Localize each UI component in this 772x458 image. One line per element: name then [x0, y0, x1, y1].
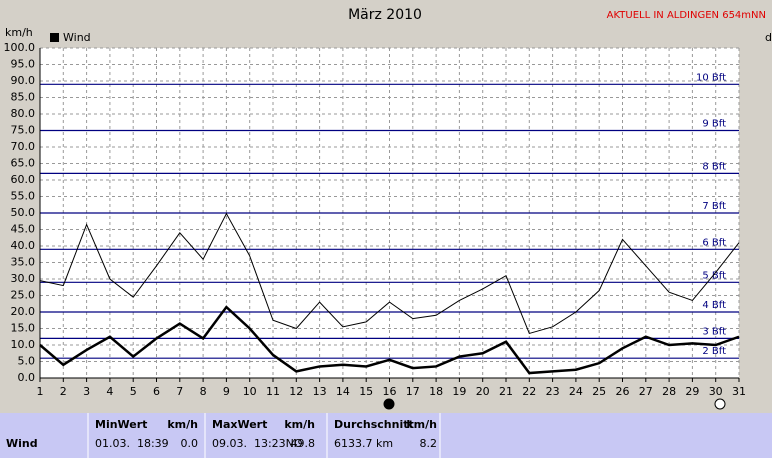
y-tick-label: 5.0 [18, 355, 36, 368]
y-tick-label: 85.0 [11, 91, 36, 104]
x-tick-label: 5 [130, 385, 137, 398]
y-tick-label: 50.0 [11, 206, 36, 219]
x-tick-label: 15 [359, 385, 373, 398]
chart-title: März 2010 [348, 7, 422, 23]
x-tick-label: 30 [709, 385, 723, 398]
beaufort-label: 9 Bft [702, 119, 726, 130]
x-tick-label: 25 [592, 385, 606, 398]
x-tick-label: 6 [153, 385, 160, 398]
table-bg [0, 413, 772, 458]
series-line [39, 305, 740, 375]
y-tick-label: 95.0 [11, 58, 36, 71]
beaufort-label: 6 Bft [702, 237, 726, 248]
beaufort-label: 8 Bft [702, 161, 726, 172]
column-unit: km/h [284, 418, 315, 431]
column-header: MaxWert [212, 418, 267, 431]
y-tick-label: 55.0 [11, 190, 36, 203]
subtitle: AKTUELL IN ALDINGEN 654mNN [607, 10, 766, 21]
beaufort-label: 3 Bft [702, 326, 726, 337]
x-tick-label: 10 [243, 385, 257, 398]
moon-new [714, 398, 726, 410]
x-tick-label: 20 [476, 385, 490, 398]
beaufort-label: 7 Bft [702, 201, 726, 212]
y-tick-label: 35.0 [11, 256, 36, 269]
y2-axis-label: d [765, 31, 772, 44]
x-tick-label: 13 [313, 385, 327, 398]
y-tick-label: 65.0 [11, 157, 36, 170]
cell-time: 09.03. 13:23NO [212, 437, 303, 450]
beaufort-label: 10 Bft [696, 72, 726, 83]
cell-value: 49.8 [291, 437, 316, 450]
y-tick-label: 60.0 [11, 173, 36, 186]
x-tick-label: 3 [83, 385, 90, 398]
beaufort-label: 5 Bft [702, 270, 726, 281]
y-tick-label: 75.0 [11, 124, 36, 137]
column-unit: km/h [167, 418, 198, 431]
column-header: Durchschnitt [334, 418, 414, 431]
x-tick-label: 31 [732, 385, 746, 398]
y-tick-label: 80.0 [11, 107, 36, 120]
x-tick-label: 1 [37, 385, 44, 398]
x-tick-label: 2 [60, 385, 67, 398]
x-tick-label: 28 [662, 385, 676, 398]
stats-table: Wind MinWert km/h 01.03. 18:39 0.0 MaxWert km… [0, 413, 772, 458]
x-tick-label: 14 [336, 385, 350, 398]
cell-time: 01.03. 18:39 [95, 437, 169, 450]
row-label: Wind [6, 437, 38, 450]
x-tick-label: 17 [406, 385, 420, 398]
x-tick-label: 19 [452, 385, 466, 398]
x-tick-label: 27 [639, 385, 653, 398]
x-tick-label: 12 [289, 385, 303, 398]
series-line [39, 212, 740, 335]
y-tick-label: 30.0 [11, 272, 36, 285]
column-header: MinWert [95, 418, 147, 431]
beaufort-label: 2 Bft [702, 346, 726, 357]
y-tick-label: 0.0 [18, 371, 36, 384]
x-tick-label: 4 [106, 385, 113, 398]
legend-label: Wind [63, 31, 91, 44]
beaufort-label: 4 Bft [702, 300, 726, 311]
y-tick-label: 10.0 [11, 338, 36, 351]
x-tick-label: 7 [176, 385, 183, 398]
x-tick-label: 22 [522, 385, 536, 398]
y-tick-label: 90.0 [11, 74, 36, 87]
y-tick-label: 20.0 [11, 305, 36, 318]
x-tick-label: 24 [569, 385, 583, 398]
x-tick-label: 16 [383, 385, 397, 398]
cell-time: 6133.7 km [334, 437, 393, 450]
x-tick-label: 23 [546, 385, 560, 398]
x-tick-label: 18 [429, 385, 443, 398]
x-tick-label: 9 [223, 385, 230, 398]
y-tick-label: 100.0 [4, 41, 36, 54]
x-tick-label: 29 [685, 385, 699, 398]
legend-swatch [50, 33, 59, 42]
y-tick-label: 45.0 [11, 223, 36, 236]
x-tick-label: 26 [616, 385, 630, 398]
column-unit: km/h [406, 418, 437, 431]
moon-full [383, 398, 395, 410]
cell-value: 8.2 [420, 437, 438, 450]
x-tick-label: 8 [200, 385, 207, 398]
x-tick-label: 11 [266, 385, 280, 398]
y-tick-label: 25.0 [11, 289, 36, 302]
y-tick-label: 40.0 [11, 239, 36, 252]
cell-value: 0.0 [181, 437, 199, 450]
y-axis-label: km/h [5, 26, 33, 39]
y-tick-label: 70.0 [11, 140, 36, 153]
x-tick-label: 21 [499, 385, 513, 398]
y-tick-label: 15.0 [11, 322, 36, 335]
